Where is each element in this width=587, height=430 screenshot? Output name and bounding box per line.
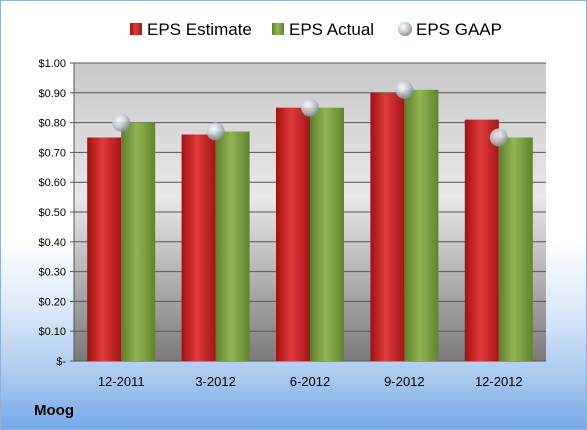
y-axis-ticks: $- $0.10 $0.20 $0.30 $0.40 $0.50 $0.60 $0.70 $0.… [38,58,75,368]
marker-eps-gaap [489,128,508,147]
y-tick-label: $0.30 [38,267,66,279]
x-category-label: 12-2012 [475,374,523,389]
x-category-label: 9-2012 [384,374,424,389]
marker-eps-gaap [395,80,414,99]
x-category-label: 3-2012 [195,374,235,389]
bar-eps-actual [498,137,533,361]
y-tick-label: $0.10 [38,326,66,338]
x-category-label: 12-2011 [98,374,145,389]
marker-eps-gaap [112,113,131,132]
legend-label: EPS Estimate [147,20,252,39]
y-tick-label: $- [56,356,66,368]
y-tick-label: $0.20 [38,296,66,308]
bar-eps-actual [310,107,344,361]
legend-label: EPS GAAP [416,20,502,39]
marker-eps-gaap [301,98,319,117]
y-tick-label: $0.60 [38,177,66,189]
legend: EPS Estimate EPS Actual EPS GAAP [130,20,502,39]
gaap-markers [112,80,508,147]
bar-eps-actual [121,122,156,361]
y-tick-label: $0.80 [38,118,66,130]
bar-eps-estimate [464,119,499,362]
legend-swatch [130,23,142,35]
y-tick-label: $0.70 [38,147,66,159]
x-axis-labels: 12-2011 3-2012 6-2012 9-2012 12-2012 [98,374,523,389]
legend-swatch [398,22,412,36]
x-category-label: 6-2012 [290,374,330,389]
bars [87,89,533,362]
bar-eps-actual [404,89,439,361]
legend-swatch [272,23,284,35]
y-tick-label: $0.50 [38,207,66,219]
bar-eps-estimate [181,134,216,361]
company-name: Moog [34,402,74,419]
bar-eps-estimate [370,92,405,362]
bar-eps-estimate [87,137,122,361]
marker-eps-gaap [206,122,225,141]
y-tick-label: $1.00 [38,58,66,70]
y-tick-label: $0.40 [38,237,66,249]
bar-eps-estimate [276,107,310,361]
bar-eps-actual [215,131,250,361]
y-tick-label: $0.90 [38,88,66,100]
legend-label: EPS Actual [289,20,374,39]
